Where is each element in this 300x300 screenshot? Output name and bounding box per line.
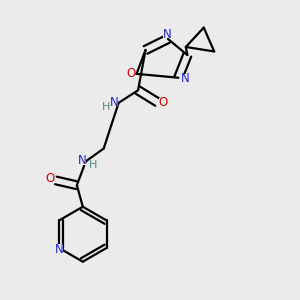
Text: H: H [102,102,110,112]
Text: N: N [181,72,189,85]
Text: O: O [127,68,136,80]
FancyBboxPatch shape [78,157,86,165]
Text: N: N [78,154,87,167]
FancyBboxPatch shape [127,70,135,78]
FancyBboxPatch shape [46,175,54,183]
Text: N: N [163,28,172,40]
FancyBboxPatch shape [181,74,189,82]
Text: O: O [45,172,55,185]
Text: H: H [89,160,97,170]
FancyBboxPatch shape [110,98,118,106]
Text: N: N [55,243,64,256]
FancyBboxPatch shape [163,30,172,38]
FancyBboxPatch shape [159,98,167,106]
Text: O: O [158,96,167,109]
Text: N: N [110,96,118,109]
FancyBboxPatch shape [55,244,63,252]
